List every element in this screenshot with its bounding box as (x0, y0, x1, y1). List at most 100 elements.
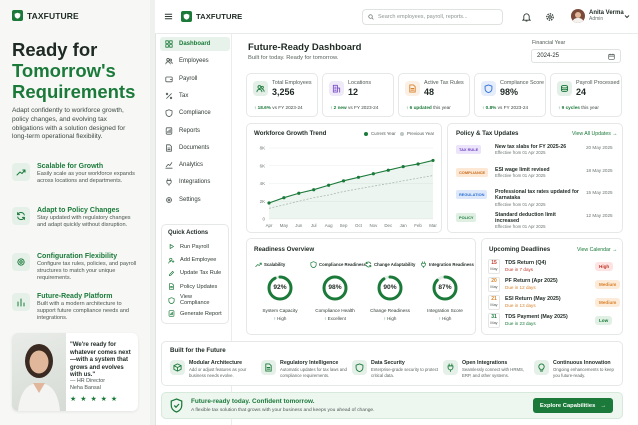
search-placeholder: Search employees, payroll, reports... (378, 14, 468, 20)
readiness-status: ↑ High (418, 316, 472, 321)
menu-icon[interactable] (164, 12, 173, 21)
quick-action-item[interactable]: Policy Updates (168, 280, 222, 293)
feature-item: Adapt to Policy Changes Stay updated with… (12, 207, 140, 229)
readiness-title: Readiness Overview (254, 246, 315, 253)
arrow-up-icon: ↑ (324, 316, 328, 321)
app-brand[interactable]: TAXFUTURE (181, 11, 242, 22)
refresh-icon (12, 207, 30, 225)
update-effective: Effective from 01 Apr 2025 (495, 201, 546, 207)
arrow-up-icon: ↑ (254, 105, 258, 110)
chevron-down-icon[interactable] (624, 14, 630, 19)
feature-title: Future-Ready Platform (37, 293, 113, 300)
policy-update-item[interactable]: COMPLIANCE ESI wage limit revised Effectiv… (456, 167, 618, 187)
feature-item: Configuration Flexibility Configure tax r… (12, 253, 140, 282)
deadline-month: May (490, 303, 498, 307)
user-avatar[interactable] (571, 9, 585, 23)
kpi-delta-value: 6 updated (409, 105, 432, 110)
sidebar-item-label: Dashboard (179, 41, 211, 47)
sidebar-item-dashboard[interactable]: Dashboard (160, 37, 230, 51)
deadline-item[interactable]: 21 May ESI Return (May 2025) Due in 13 days… (488, 295, 621, 311)
shield-icon (481, 81, 496, 96)
readiness-value: 90% (383, 284, 397, 291)
deadline-day: 15 (491, 260, 497, 266)
sidebar-item-settings[interactable]: Settings (160, 193, 230, 207)
banner-desc: A flexible tax solution that grows with … (191, 408, 375, 413)
x-tick-label: Jul (311, 223, 317, 228)
sidebar-item-label: Documents (179, 144, 210, 151)
x-tick-label: Dec (384, 223, 393, 228)
banner-title: Future-ready today. Confident tomorrow. (191, 398, 315, 405)
bell-icon[interactable] (522, 12, 531, 22)
gear-icon[interactable] (545, 12, 555, 22)
arrow-up-icon: ↑ (383, 316, 388, 321)
future-feature-desc: Automatic updates for tax laws and compl… (280, 367, 347, 378)
quick-action-item[interactable]: Update Tax Rule (168, 267, 222, 280)
page-title: Future-Ready Dashboard (248, 42, 362, 53)
kpi-card: Locations 12 ↑ 2 new vs FY 2023-24 (322, 73, 394, 117)
kpi-delta: ↑ 6 updated this year (406, 105, 451, 110)
policy-update-item[interactable]: POLICY Standard deduction limit increased… (456, 212, 618, 232)
hero-line-1: Ready for (12, 39, 98, 60)
kpi-delta-suffix: vs FY 2023-24 (497, 105, 529, 110)
update-effective: Effective from 01 Apr 2025 (495, 224, 546, 230)
plug-icon (443, 360, 458, 375)
sidebar-item-documents[interactable]: Documents (160, 141, 230, 155)
readiness-status-text: Excellent (327, 316, 346, 321)
sidebar-item-compliance[interactable]: Compliance (160, 106, 230, 120)
x-tick-label: Oct (355, 223, 363, 228)
future-feature-desc: Seamlessly connect with HRMS, ERP, and o… (462, 367, 525, 378)
feature-desc: Configure tax rules, policies, and payro… (37, 261, 137, 281)
data-point-current (297, 191, 301, 195)
kpi-value: 3,256 (272, 87, 295, 97)
deadline-item[interactable]: 15 May TDS Return (Q4) Due in 7 days High (488, 259, 618, 275)
fy-select[interactable]: 2024-25 (531, 49, 621, 63)
sidebar-item-analytics[interactable]: Analytics (160, 158, 230, 172)
sidebar-item-tax[interactable]: Tax (160, 89, 230, 103)
future-feature-item: Data Security Enterprise-grade security t… (352, 359, 440, 385)
feature-desc: Stay updated with regulatory changes and… (37, 215, 131, 228)
policy-update-item[interactable]: TAX RULE New tax slabs for FY 2025-26 Effe… (456, 144, 618, 164)
readiness-card: Readiness Overview Scalability 92% System … (246, 238, 476, 335)
deadline-item[interactable]: 31 May TDS Payment (May 2025) Due in 23 day… (488, 313, 618, 329)
feature-desc: Easily scale as your workforce expands a… (37, 171, 135, 184)
readiness-item: Compliance Readiness 98% Compliance Health… (310, 261, 366, 333)
arrow-right-icon: → (600, 402, 607, 409)
explore-capabilities-button[interactable]: Explore Capabilities → (533, 398, 613, 413)
feature-title: Configuration Flexibility (37, 253, 118, 260)
policy-update-item[interactable]: REGULATION Professional tax rates updated… (456, 189, 618, 209)
feature-item: Scalable for Growth Easily scale as your … (12, 163, 140, 185)
deadline-title: TDS Payment (May 2025) (505, 314, 568, 320)
sidebar-item-label: Settings (179, 196, 201, 203)
readiness-label: Integration Readiness (420, 261, 474, 268)
x-tick-label: Apr (266, 223, 273, 228)
sidebar-item-integrations[interactable]: Integrations (160, 175, 230, 189)
quick-action-item[interactable]: Run Payroll (168, 240, 222, 253)
x-tick-label: May (280, 223, 289, 228)
readiness-ring: 98% (320, 273, 350, 303)
legend-current-swatch (364, 131, 368, 136)
user-info[interactable]: Anita Verma Admin (589, 10, 624, 22)
update-tag: COMPLIANCE (456, 167, 489, 177)
search-input[interactable]: Search employees, payroll, reports... (362, 9, 503, 25)
quick-action-item[interactable]: View Compliance (168, 294, 222, 307)
sidebar-item-employees[interactable]: Employees (160, 54, 230, 68)
bulb-icon (534, 360, 549, 375)
testimonial-quote: "We're ready for whatever comes next—wit… (70, 342, 131, 379)
y-tick-label: 2K (260, 199, 265, 204)
quick-actions-title: Quick Actions (168, 230, 209, 236)
feature-desc: Built with a modern architecture to supp… (37, 301, 130, 321)
quick-action-item[interactable]: Add Employee (168, 253, 222, 266)
view-all-updates-link[interactable]: View All Updates → (572, 131, 618, 137)
legend-current-label: Current Year (371, 131, 396, 136)
readiness-caption: Compliance Health (315, 308, 355, 313)
view-calendar-link[interactable]: View Calendar → (577, 247, 618, 253)
future-feature-desc: Add or adjust features as your business … (189, 367, 247, 378)
sidebar-item-payroll[interactable]: Payroll (160, 72, 230, 86)
quick-action-item[interactable]: Generate Report (168, 307, 222, 320)
deadline-date: 21 May (488, 295, 500, 310)
kpi-card: Total Employees 3,256 ↑ 18.6% vs FY 2023-2… (246, 73, 318, 117)
deadline-item[interactable]: 20 May PF Return (Apr 2025) Due in 12 days M… (488, 277, 621, 293)
bar-chart-icon (12, 293, 30, 311)
gear-icon (12, 253, 30, 271)
sidebar-item-reports[interactable]: Reports (160, 124, 230, 138)
